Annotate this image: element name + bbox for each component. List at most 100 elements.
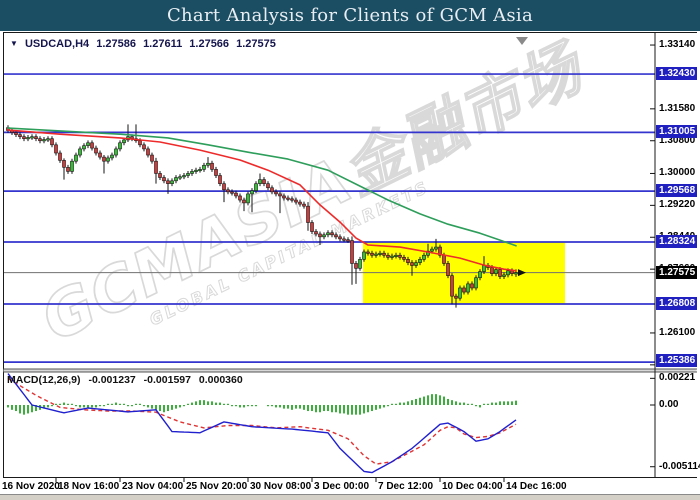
price-tick-label: 1.33140	[659, 39, 696, 51]
level-price-badge[interactable]: 1.31005	[656, 125, 697, 139]
candle-bear	[510, 270, 514, 274]
candle-bull	[362, 251, 366, 260]
candle-bear	[154, 160, 158, 174]
candle-bear	[286, 197, 290, 200]
candle-bull	[258, 179, 262, 184]
candle-bear	[274, 191, 278, 195]
candle-bear	[366, 251, 370, 254]
candle-bull	[170, 180, 174, 184]
candle-bull	[358, 259, 362, 269]
chart-background	[0, 31, 700, 500]
candle-bear	[406, 259, 410, 263]
collapse-indicator-icon[interactable]: ▼	[10, 39, 18, 48]
candle-bull	[418, 259, 422, 263]
candle-bull	[430, 248, 434, 252]
candle-bull	[82, 145, 86, 150]
level-price-badge[interactable]: 1.32430	[656, 67, 697, 81]
window-bottom-strip	[0, 494, 700, 500]
candle-bear	[142, 144, 146, 150]
title-text: Chart Analysis for Clients of GCM Asia	[166, 5, 534, 26]
time-axis-label: 30 Nov 08:00	[250, 481, 312, 492]
candle-bear	[446, 263, 450, 276]
candle-bear	[94, 147, 98, 154]
candle-bear	[462, 287, 466, 293]
macd-tick-label: 0.00221	[659, 372, 696, 384]
level-price-badge[interactable]: 1.26808	[656, 296, 697, 310]
candle-bear	[102, 156, 106, 162]
candle-bull	[466, 283, 470, 293]
macd-tick-label: 0.00	[659, 399, 679, 410]
candle-bull	[198, 169, 202, 172]
candle-bull	[246, 193, 250, 204]
candle-bear	[266, 183, 270, 189]
current-price-badge: 1.27575	[656, 265, 697, 279]
candle-bull	[190, 171, 194, 174]
candle-bull	[26, 137, 30, 140]
candle-bear	[58, 152, 62, 161]
candle-bear	[470, 283, 474, 289]
candle-bear	[402, 256, 406, 260]
candle-bear	[146, 148, 150, 156]
candle-bull	[122, 139, 126, 144]
candle-bear	[354, 263, 358, 269]
candle-bear	[50, 138, 54, 146]
candle-bear	[234, 192, 238, 197]
candle-bear	[150, 154, 154, 162]
candle-bull	[86, 142, 90, 146]
candle-bear	[162, 177, 166, 182]
candle-bear	[314, 231, 318, 235]
candle-bear	[398, 254, 402, 258]
candle-bear	[238, 195, 242, 201]
candle-bear	[318, 233, 322, 238]
candle-bear	[386, 254, 390, 258]
candle-bull	[390, 255, 394, 258]
candle-bear	[346, 239, 350, 242]
chart-shift-marker-icon[interactable]	[516, 37, 528, 45]
candle-bear	[22, 136, 26, 139]
candle-bear	[66, 167, 70, 172]
candle-bull	[474, 277, 478, 289]
candle-bear	[158, 173, 162, 178]
level-price-badge[interactable]: 1.25386	[656, 354, 697, 367]
time-axis-label: 23 Nov 04:00	[122, 481, 184, 492]
level-price-badge[interactable]: 1.29568	[656, 184, 697, 198]
candle-bear	[438, 246, 442, 256]
candle-bear	[38, 138, 42, 142]
candle-bull	[478, 271, 482, 279]
macd-main-line	[7, 373, 517, 474]
time-axis-label: 10 Dec 04:00	[442, 481, 503, 492]
candle-bear	[54, 144, 58, 154]
candle-bear	[350, 240, 354, 264]
candle-bear	[306, 205, 310, 223]
candle-bear	[450, 275, 454, 297]
candle-bull	[46, 138, 50, 141]
candle-bear	[270, 187, 274, 193]
time-axis-label: 14 Dec 16:00	[506, 481, 567, 492]
pane-separator[interactable]	[3, 369, 697, 372]
candle-bear	[90, 142, 94, 149]
candle-bull	[78, 148, 82, 156]
level-price-badge[interactable]: 1.28324	[656, 234, 697, 248]
candle-bear	[98, 152, 102, 158]
candle-bear	[166, 180, 170, 184]
candle-bear	[302, 203, 306, 207]
candle-bear	[230, 191, 234, 194]
candle-bear	[370, 252, 374, 256]
price-tick-label: 1.30800	[659, 134, 696, 146]
candle-bull	[174, 177, 178, 182]
candle-bull	[70, 160, 74, 172]
candle-bear	[382, 252, 386, 256]
ma-fast-line	[7, 129, 517, 272]
candle-bear	[62, 160, 66, 168]
candle-bull	[178, 176, 182, 179]
candle-bull	[206, 162, 210, 166]
price-tick-label: 1.31580	[659, 102, 696, 114]
candle-bear	[14, 132, 18, 135]
candle-bull	[250, 190, 254, 195]
candle-bull	[482, 265, 486, 272]
time-axis-label: 16 Nov 2020	[2, 481, 60, 492]
candle-bear	[262, 179, 266, 184]
macd-tick-label: -0.005114	[659, 460, 700, 472]
